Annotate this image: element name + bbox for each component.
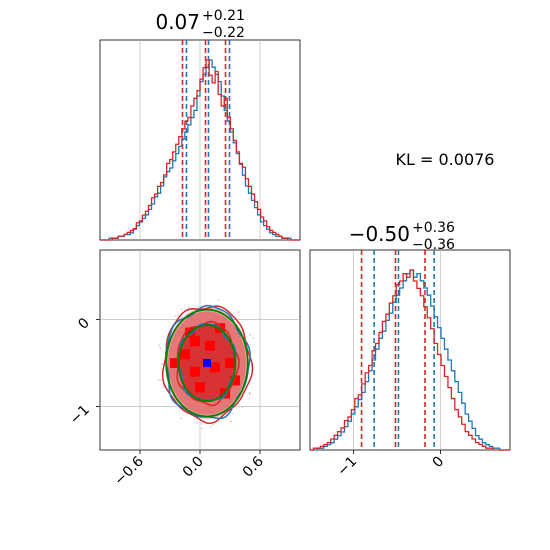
param1-red-histogram <box>100 59 300 241</box>
joint-sample-point <box>188 306 191 309</box>
joint-sample-point <box>174 315 177 318</box>
joint-sample-point <box>197 305 199 308</box>
panel-joint: −0.6 0.0 0.6 −1 0 <box>67 249 301 489</box>
joint-sample-point <box>230 420 232 423</box>
joint-red-square <box>170 358 180 369</box>
joint-sample-point <box>180 308 183 311</box>
joint-sample-point <box>157 343 160 346</box>
joint-red-square <box>180 349 190 360</box>
joint-sample-point <box>241 406 244 409</box>
param1-title-sup: +0.21 <box>202 8 245 24</box>
joint-sample-point <box>158 346 161 348</box>
joint-red-square <box>210 362 220 373</box>
panel-param1-hist: 0.07 +0.21 −0.22 <box>99 8 301 241</box>
param2-title-sub: −0.36 <box>412 237 455 253</box>
joint-sample-point <box>252 337 255 340</box>
joint-sample-point <box>248 334 251 336</box>
joint-blue-marker <box>203 359 211 368</box>
kl-label: KL = 0.0076 <box>396 150 495 169</box>
joint-sample-point <box>212 424 214 426</box>
joint-red-contour-outer <box>161 305 254 425</box>
joint-sample-point <box>237 310 240 313</box>
param2-x-tick-label: 0 <box>430 454 448 472</box>
joint-sample-point <box>248 372 251 375</box>
joint-sample-point <box>238 405 241 408</box>
panel-param2-frame <box>309 249 511 451</box>
param1-title-sub: −0.22 <box>202 25 245 41</box>
joint-green-contour-inner <box>177 324 237 402</box>
joint-red-square <box>205 340 215 351</box>
param2-x-tick-label: −1 <box>334 454 360 480</box>
joint-x-tick-label: 0.0 <box>180 454 207 481</box>
param1-title: 0.07 <box>155 10 200 34</box>
joint-red-square <box>195 382 205 393</box>
joint-sample-point <box>209 425 212 428</box>
joint-sample-point <box>200 427 203 430</box>
joint-sample-point <box>160 347 162 350</box>
joint-sample-point <box>248 397 251 400</box>
joint-x-tick-label: −0.6 <box>111 453 146 488</box>
joint-red-square <box>230 375 240 386</box>
joint-sample-point <box>159 379 162 382</box>
joint-sample-point <box>162 385 165 388</box>
joint-sample-point <box>248 391 251 394</box>
joint-red-square <box>190 366 200 377</box>
joint-sample-point <box>161 363 164 365</box>
joint-sample-point <box>196 422 198 424</box>
param2-red-histogram <box>310 269 510 451</box>
joint-y-tick-label: −1 <box>67 402 93 428</box>
joint-sample-point <box>200 422 203 425</box>
joint-sample-point <box>180 417 183 420</box>
joint-y-tick-label: 0 <box>75 315 93 333</box>
joint-sample-point <box>158 379 160 381</box>
param2-title-sup: +0.36 <box>412 220 455 236</box>
joint-red-square <box>190 336 200 347</box>
joint-green-contour-outer <box>165 308 249 418</box>
joint-sample-point <box>194 305 196 307</box>
joint-x-tick-label: 0.6 <box>240 453 267 480</box>
joint-sample-point <box>249 393 251 396</box>
joint-sample-point <box>232 412 235 415</box>
param2-title: −0.50 <box>349 222 410 246</box>
joint-red-square <box>225 358 235 369</box>
joint-sample-point <box>217 299 220 302</box>
param2-blue-histogram <box>310 269 510 451</box>
panel-param2-hist: −1 0 −0.50 +0.36 −0.36 <box>309 220 511 480</box>
